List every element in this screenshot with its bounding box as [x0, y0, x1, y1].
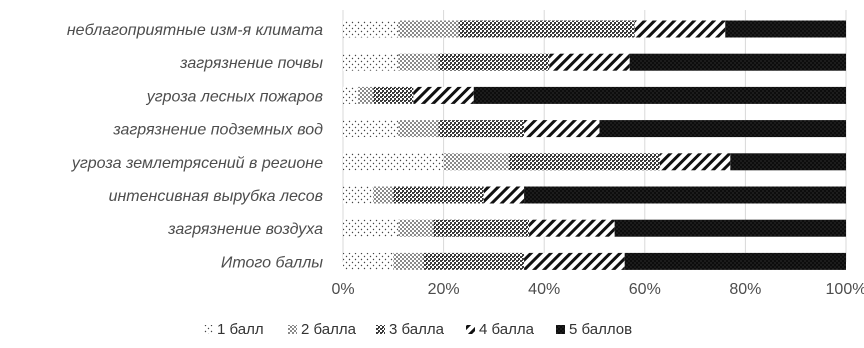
bar-segment [443, 153, 509, 171]
bar-segment [343, 20, 399, 38]
bar-segment [358, 86, 374, 104]
category-label: загрязнение почвы [179, 55, 323, 72]
bar-segment [529, 219, 615, 237]
category-label: угроза землетрясений в регионе [71, 155, 323, 172]
bar-segment [423, 252, 525, 270]
bar-segment [373, 186, 394, 204]
bar-segment [413, 86, 474, 104]
bar-segment [473, 86, 846, 104]
category-labels: неблагоприятные изм-я климата загрязнение… [67, 22, 323, 271]
category-label: загрязнение подземных вод [112, 122, 323, 139]
bar-segment [343, 86, 359, 104]
legend-swatch [466, 325, 475, 334]
bar-segment [730, 153, 846, 171]
x-tick-label: 100% [826, 281, 864, 298]
bar-segment [438, 120, 525, 138]
x-tick-label: 0% [331, 281, 354, 298]
category-label: загрязнение воздуха [167, 221, 323, 238]
legend-swatch [288, 325, 297, 334]
bars [343, 20, 846, 270]
bar-segment [398, 20, 459, 38]
bar-segment [398, 120, 439, 138]
bar-segment [398, 219, 434, 237]
bar-segment [508, 153, 660, 171]
bar-segment [659, 153, 731, 171]
bar-segment [624, 252, 846, 270]
bar-segment [343, 252, 394, 270]
legend-label: 4 балла [479, 321, 535, 338]
category-label: интенсивная вырубка лесов [109, 188, 323, 205]
legend-swatch [204, 325, 213, 334]
bar-segment [549, 53, 630, 71]
bar-segment [343, 53, 399, 71]
legend-label: 1 балл [217, 321, 264, 338]
bar-segment [343, 153, 444, 171]
bar-segment [524, 186, 846, 204]
x-tick-label: 40% [528, 281, 560, 298]
bar-segment [524, 120, 600, 138]
legend-swatch [556, 325, 565, 334]
bar-segment [634, 20, 726, 38]
x-tick-label: 60% [629, 281, 661, 298]
bar-segment [438, 53, 550, 71]
bar-segment [458, 20, 635, 38]
x-tick-label: 80% [729, 281, 761, 298]
bar-segment [373, 86, 414, 104]
x-tick-label: 20% [428, 281, 460, 298]
category-label: неблагоприятные изм-я климата [67, 22, 323, 39]
category-label: угроза лесных пожаров [146, 88, 323, 105]
legend: 1 балл 2 балла 3 балла 4 балла 5 баллов [204, 321, 632, 338]
legend-label: 3 балла [389, 321, 445, 338]
bar-segment [393, 252, 424, 270]
bar-segment [398, 53, 439, 71]
bar-segment [433, 219, 530, 237]
bar-segment [524, 252, 625, 270]
legend-label: 5 баллов [569, 321, 632, 338]
legend-label: 2 балла [301, 321, 357, 338]
bar-segment [483, 186, 525, 204]
bar-segment [343, 120, 399, 138]
bar-segment [614, 219, 846, 237]
bar-segment [629, 53, 846, 71]
bar-segment [343, 219, 399, 237]
bar-segment [725, 20, 846, 38]
bar-segment [343, 186, 374, 204]
bar-segment [393, 186, 484, 204]
legend-swatch [376, 325, 385, 334]
bar-segment [599, 120, 846, 138]
x-tick-labels: 0% 20% 40% 60% 80% 100% [331, 281, 864, 298]
category-label: Итого баллы [221, 254, 323, 271]
